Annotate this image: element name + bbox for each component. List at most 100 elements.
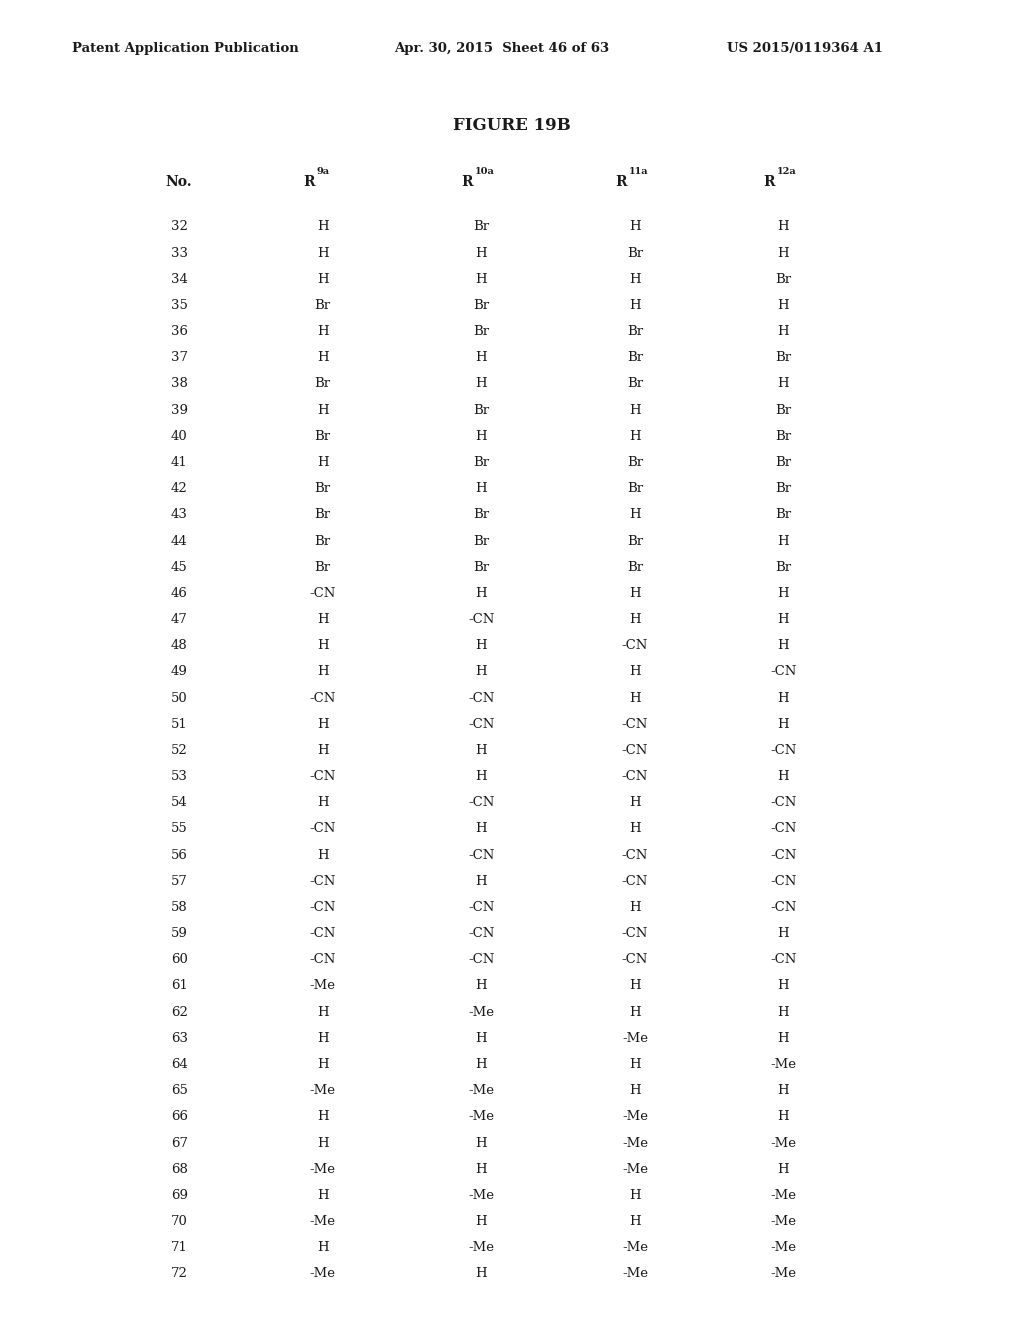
Text: 58: 58 <box>171 902 187 913</box>
Text: 60: 60 <box>171 953 187 966</box>
Text: 46: 46 <box>171 587 187 599</box>
Text: Br: Br <box>775 273 792 285</box>
Text: Br: Br <box>627 351 643 364</box>
Text: H: H <box>316 1059 329 1071</box>
Text: H: H <box>316 351 329 364</box>
Text: Br: Br <box>775 561 792 574</box>
Text: -Me: -Me <box>468 1110 495 1123</box>
Text: -Me: -Me <box>622 1163 648 1176</box>
Text: H: H <box>316 220 329 234</box>
Text: Br: Br <box>775 455 792 469</box>
Text: -Me: -Me <box>468 1084 495 1097</box>
Text: -Me: -Me <box>770 1267 797 1280</box>
Text: -CN: -CN <box>770 744 797 756</box>
Text: -CN: -CN <box>622 718 648 731</box>
Text: H: H <box>777 247 790 260</box>
Text: Br: Br <box>627 482 643 495</box>
Text: 39: 39 <box>171 404 187 417</box>
Text: H: H <box>629 508 641 521</box>
Text: 63: 63 <box>171 1032 187 1045</box>
Text: H: H <box>475 1137 487 1150</box>
Text: 36: 36 <box>171 325 187 338</box>
Text: H: H <box>777 325 790 338</box>
Text: Br: Br <box>473 508 489 521</box>
Text: H: H <box>777 770 790 783</box>
Text: Br: Br <box>473 535 489 548</box>
Text: -CN: -CN <box>309 770 336 783</box>
Text: H: H <box>629 430 641 442</box>
Text: -CN: -CN <box>770 822 797 836</box>
Text: H: H <box>316 639 329 652</box>
Text: H: H <box>475 875 487 888</box>
Text: 34: 34 <box>171 273 187 285</box>
Text: H: H <box>629 796 641 809</box>
Text: 49: 49 <box>171 665 187 678</box>
Text: 44: 44 <box>171 535 187 548</box>
Text: Patent Application Publication: Patent Application Publication <box>72 42 298 55</box>
Text: H: H <box>475 744 487 756</box>
Text: -Me: -Me <box>770 1216 797 1228</box>
Text: 70: 70 <box>171 1216 187 1228</box>
Text: H: H <box>316 404 329 417</box>
Text: Br: Br <box>314 430 331 442</box>
Text: 42: 42 <box>171 482 187 495</box>
Text: -Me: -Me <box>309 1163 336 1176</box>
Text: H: H <box>475 770 487 783</box>
Text: H: H <box>777 979 790 993</box>
Text: -CN: -CN <box>468 902 495 913</box>
Text: 59: 59 <box>171 927 187 940</box>
Text: 62: 62 <box>171 1006 187 1019</box>
Text: 72: 72 <box>171 1267 187 1280</box>
Text: -Me: -Me <box>309 1084 336 1097</box>
Text: 37: 37 <box>171 351 187 364</box>
Text: H: H <box>629 220 641 234</box>
Text: -Me: -Me <box>309 1267 336 1280</box>
Text: H: H <box>629 1084 641 1097</box>
Text: -CN: -CN <box>468 612 495 626</box>
Text: H: H <box>316 1006 329 1019</box>
Text: H: H <box>475 1163 487 1176</box>
Text: H: H <box>777 612 790 626</box>
Text: Br: Br <box>314 378 331 391</box>
Text: -CN: -CN <box>468 927 495 940</box>
Text: Br: Br <box>627 247 643 260</box>
Text: 45: 45 <box>171 561 187 574</box>
Text: Br: Br <box>473 404 489 417</box>
Text: 50: 50 <box>171 692 187 705</box>
Text: -CN: -CN <box>468 796 495 809</box>
Text: Apr. 30, 2015  Sheet 46 of 63: Apr. 30, 2015 Sheet 46 of 63 <box>394 42 609 55</box>
Text: -CN: -CN <box>770 953 797 966</box>
Text: H: H <box>629 404 641 417</box>
Text: H: H <box>475 273 487 285</box>
Text: -CN: -CN <box>622 927 648 940</box>
Text: -CN: -CN <box>770 902 797 913</box>
Text: Br: Br <box>314 561 331 574</box>
Text: 41: 41 <box>171 455 187 469</box>
Text: -CN: -CN <box>468 692 495 705</box>
Text: Br: Br <box>473 455 489 469</box>
Text: 65: 65 <box>171 1084 187 1097</box>
Text: H: H <box>316 849 329 862</box>
Text: Br: Br <box>314 535 331 548</box>
Text: -CN: -CN <box>622 849 648 862</box>
Text: 67: 67 <box>171 1137 187 1150</box>
Text: H: H <box>777 1032 790 1045</box>
Text: -CN: -CN <box>468 718 495 731</box>
Text: -Me: -Me <box>309 979 336 993</box>
Text: H: H <box>316 665 329 678</box>
Text: H: H <box>777 378 790 391</box>
Text: H: H <box>316 612 329 626</box>
Text: -CN: -CN <box>309 822 336 836</box>
Text: H: H <box>316 1137 329 1150</box>
Text: 48: 48 <box>171 639 187 652</box>
Text: H: H <box>316 273 329 285</box>
Text: -CN: -CN <box>622 744 648 756</box>
Text: 56: 56 <box>171 849 187 862</box>
Text: Br: Br <box>314 482 331 495</box>
Text: 11a: 11a <box>629 168 648 176</box>
Text: -Me: -Me <box>309 1216 336 1228</box>
Text: 57: 57 <box>171 875 187 888</box>
Text: H: H <box>629 665 641 678</box>
Text: -CN: -CN <box>468 849 495 862</box>
Text: H: H <box>629 612 641 626</box>
